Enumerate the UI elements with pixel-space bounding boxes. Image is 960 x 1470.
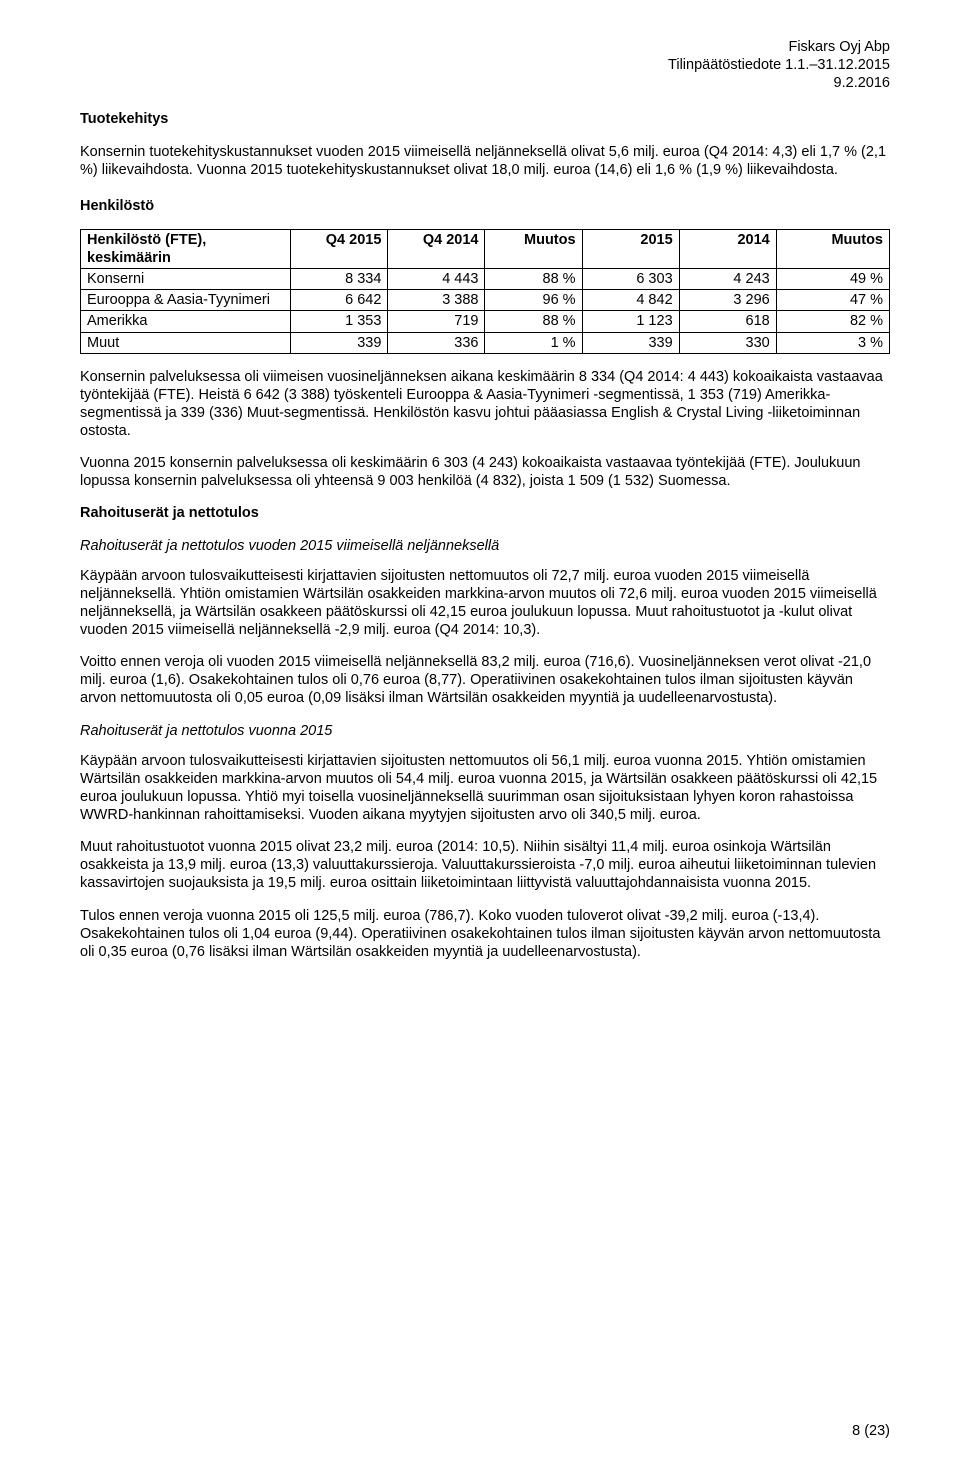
table-cell: 1 123 xyxy=(582,311,679,332)
table-row: Eurooppa & Aasia-Tyynimeri6 6423 38896 %… xyxy=(81,290,890,311)
table-cell: 4 243 xyxy=(679,269,776,290)
table-header-cell: 2015 xyxy=(582,229,679,268)
table-cell: 719 xyxy=(388,311,485,332)
henkilosto-table: Henkilöstö (FTE), keskimäärinQ4 2015Q4 2… xyxy=(80,229,890,354)
paragraph: Konsernin palveluksessa oli viimeisen vu… xyxy=(80,368,890,441)
paragraph: Käypään arvoon tulosvaikutteisesti kirja… xyxy=(80,567,890,640)
table-cell: 1 353 xyxy=(291,311,388,332)
table-cell: 3 388 xyxy=(388,290,485,311)
subsection-title-2015: Rahoituserät ja nettotulos vuonna 2015 xyxy=(80,722,890,740)
table-cell: Konserni xyxy=(81,269,291,290)
table-cell: 82 % xyxy=(776,311,889,332)
paragraph: Muut rahoitustuotot vuonna 2015 olivat 2… xyxy=(80,838,890,892)
section-title-tuotekehitys: Tuotekehitys xyxy=(80,110,890,128)
table-cell: 6 642 xyxy=(291,290,388,311)
table-cell: 339 xyxy=(582,332,679,353)
table-header-cell: Muutos xyxy=(485,229,582,268)
table-cell: 336 xyxy=(388,332,485,353)
table-cell: Muut xyxy=(81,332,291,353)
paragraph: Tulos ennen veroja vuonna 2015 oli 125,5… xyxy=(80,907,890,961)
table-cell: 618 xyxy=(679,311,776,332)
header-date: 9.2.2016 xyxy=(80,74,890,92)
table-header-cell: Q4 2015 xyxy=(291,229,388,268)
table-row: Amerikka1 35371988 %1 12361882 % xyxy=(81,311,890,332)
table-cell: 49 % xyxy=(776,269,889,290)
subsection-title-q4: Rahoituserät ja nettotulos vuoden 2015 v… xyxy=(80,537,890,555)
table-header-cell: Muutos xyxy=(776,229,889,268)
header-report: Tilinpäätöstiedote 1.1.–31.12.2015 xyxy=(80,56,890,74)
paragraph: Käypään arvoon tulosvaikutteisesti kirja… xyxy=(80,752,890,825)
table-body: Konserni8 3344 44388 %6 3034 24349 %Euro… xyxy=(81,269,890,354)
section-title-henkilosto: Henkilöstö xyxy=(80,197,890,215)
table-cell: 330 xyxy=(679,332,776,353)
page-container: Fiskars Oyj Abp Tilinpäätöstiedote 1.1.–… xyxy=(0,0,960,1470)
table-cell: 4 842 xyxy=(582,290,679,311)
paragraph: Vuonna 2015 konsernin palveluksessa oli … xyxy=(80,454,890,490)
table-cell: 88 % xyxy=(485,269,582,290)
table-cell: 3 296 xyxy=(679,290,776,311)
table-cell: 8 334 xyxy=(291,269,388,290)
table-cell: 88 % xyxy=(485,311,582,332)
table-row: Konserni8 3344 44388 %6 3034 24349 % xyxy=(81,269,890,290)
table-cell: 3 % xyxy=(776,332,889,353)
table-cell: Eurooppa & Aasia-Tyynimeri xyxy=(81,290,291,311)
table-cell: 4 443 xyxy=(388,269,485,290)
paragraph: Voitto ennen veroja oli vuoden 2015 viim… xyxy=(80,653,890,707)
page-header: Fiskars Oyj Abp Tilinpäätöstiedote 1.1.–… xyxy=(80,38,890,92)
table-cell: 339 xyxy=(291,332,388,353)
table-header-cell: 2014 xyxy=(679,229,776,268)
table-header-cell: Q4 2014 xyxy=(388,229,485,268)
section-title-rahoituserat: Rahoituserät ja nettotulos xyxy=(80,504,890,522)
page-number: 8 (23) xyxy=(852,1422,890,1440)
table-cell: Amerikka xyxy=(81,311,291,332)
table-cell: 96 % xyxy=(485,290,582,311)
table-row: Muut3393361 %3393303 % xyxy=(81,332,890,353)
table-cell: 1 % xyxy=(485,332,582,353)
paragraph: Konsernin tuotekehityskustannukset vuode… xyxy=(80,143,890,179)
table-header-cell: Henkilöstö (FTE), keskimäärin xyxy=(81,229,291,268)
table-cell: 47 % xyxy=(776,290,889,311)
table-header-row: Henkilöstö (FTE), keskimäärinQ4 2015Q4 2… xyxy=(81,229,890,268)
header-company: Fiskars Oyj Abp xyxy=(80,38,890,56)
table-cell: 6 303 xyxy=(582,269,679,290)
